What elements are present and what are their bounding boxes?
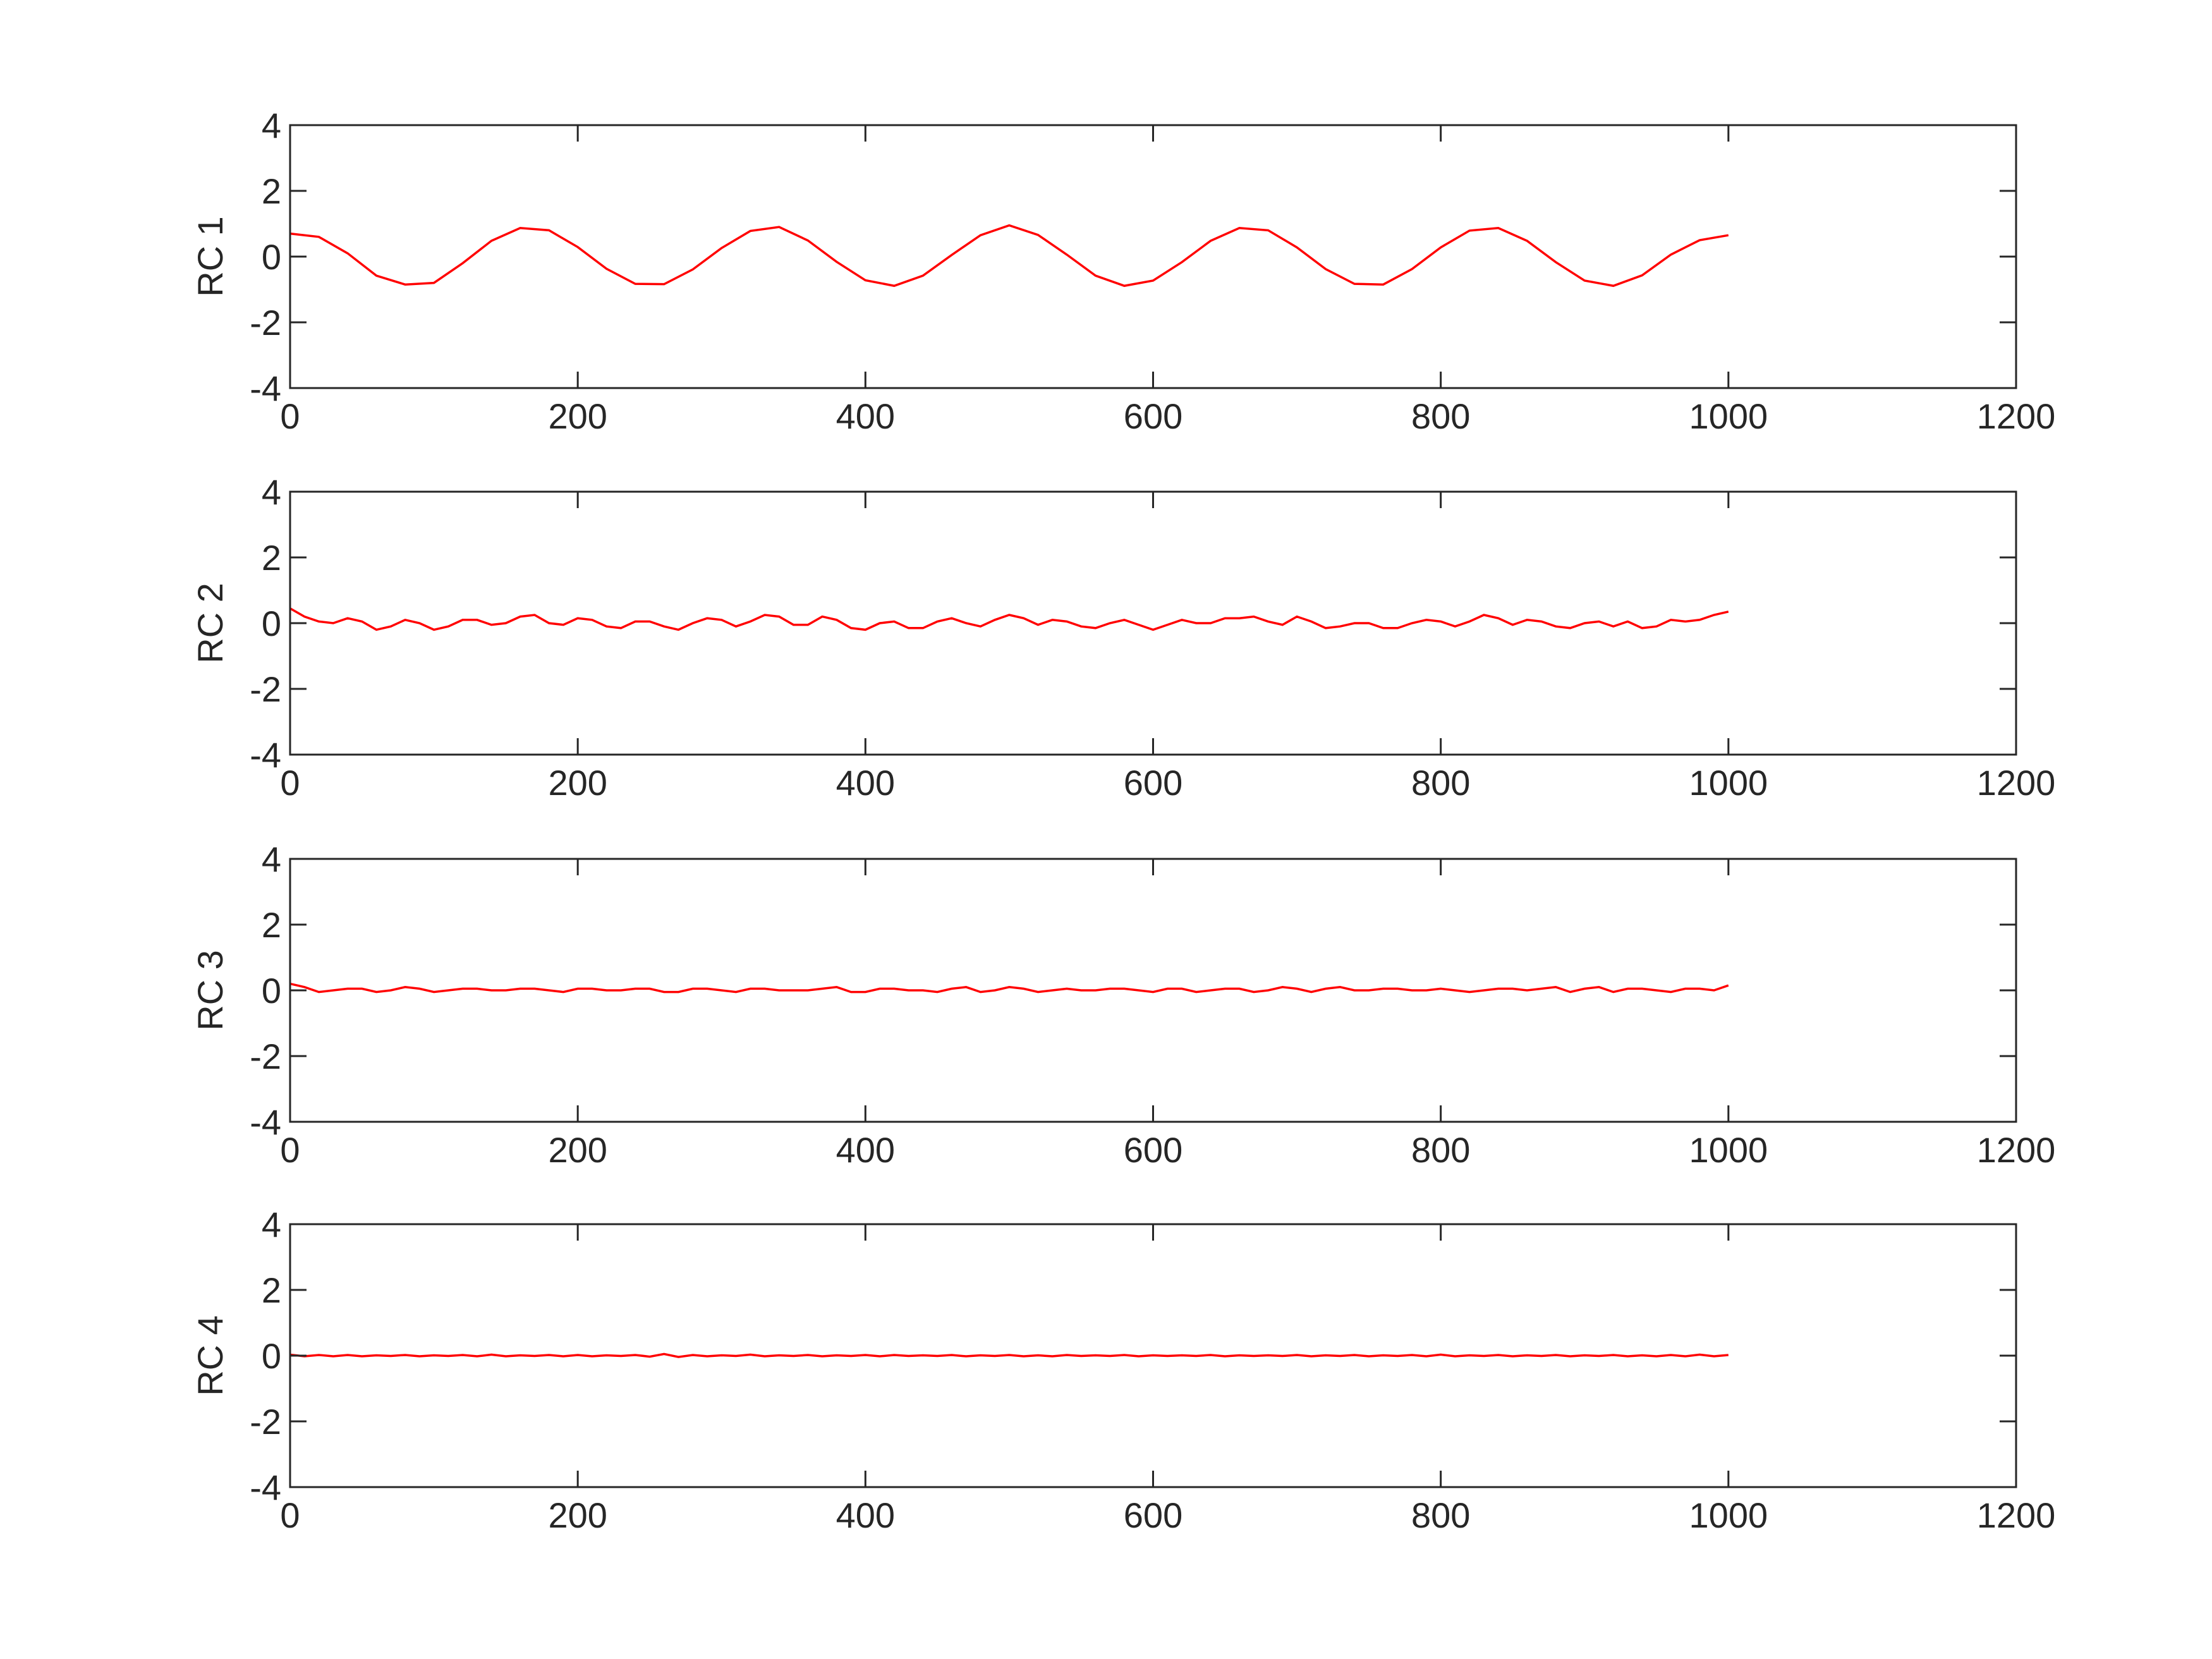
y-tick-label: 0 [262,971,281,1011]
x-tick-label: 0 [280,396,300,436]
subplot: 0 200 400 600 800 1000 1200 -4 -2 0 2 4 RC 4 [190,1205,2055,1535]
axes-box [289,124,2017,389]
x-tick-label: 600 [1124,1495,1182,1535]
x-tick-label: 400 [836,1130,895,1170]
y-tick-label: -2 [250,1036,281,1076]
subplot: 0 200 400 600 800 1000 1200 -4 -2 0 2 4 RC 2 [190,472,2055,803]
y-tick-label: 4 [262,839,281,879]
y-axis-label: RC 1 [190,216,230,297]
x-tick-label: 1000 [1689,1495,1768,1535]
x-tick-label: 1000 [1689,763,1768,803]
y-axis-label: RC 4 [190,1315,230,1396]
x-tick-label: 800 [1411,1495,1470,1535]
x-tick-label: 400 [836,1495,895,1535]
y-tick-label: 2 [262,538,281,578]
data-line [289,607,1729,631]
x-tick-label: 800 [1411,763,1470,803]
y-tick-label: 4 [262,472,281,512]
y-tick-label: 0 [262,237,281,277]
x-tick-label: 400 [836,763,895,803]
x-tick-label: 200 [548,396,607,436]
x-tick-label: 800 [1411,1130,1470,1170]
y-tick-label: -4 [250,1468,281,1507]
y-tick-label: 4 [262,106,281,145]
x-tick-label: 600 [1124,1130,1182,1170]
y-tick-label: 2 [262,905,281,945]
y-axis-label: RC 3 [190,950,230,1031]
x-tick-label: 1000 [1689,1130,1768,1170]
data-line [289,224,1729,288]
x-tick-label: 400 [836,396,895,436]
y-tick-label: 2 [262,171,281,211]
data-line [289,982,1729,994]
data-line [289,1352,1729,1358]
x-tick-label: 0 [280,1495,300,1535]
y-axis-label: RC 2 [190,583,230,664]
y-tick-label: -4 [250,368,281,408]
subplot: 0 200 400 600 800 1000 1200 -4 -2 0 2 4 RC 3 [190,839,2055,1170]
y-tick-label: 0 [262,1336,281,1376]
x-tick-label: 1200 [1977,1130,2056,1170]
x-tick-label: 1200 [1977,396,2056,436]
x-tick-label: 200 [548,1495,607,1535]
y-tick-label: -4 [250,735,281,775]
y-tick-label: 0 [262,604,281,643]
y-tick-label: -4 [250,1102,281,1142]
y-tick-label: 4 [262,1205,281,1244]
subplot: 0 200 400 600 800 1000 1200 -4 -2 0 2 4 RC 1 [190,106,2055,436]
x-tick-label: 0 [280,763,300,803]
x-tick-label: 1200 [1977,1495,2056,1535]
x-tick-label: 600 [1124,763,1182,803]
y-tick-label: -2 [250,303,281,343]
x-tick-label: 800 [1411,396,1470,436]
x-tick-label: 200 [548,763,607,803]
x-tick-label: 1000 [1689,396,1768,436]
y-tick-label: -2 [250,669,281,709]
x-tick-label: 200 [548,1130,607,1170]
x-tick-label: 1200 [1977,763,2056,803]
y-tick-label: -2 [250,1402,281,1442]
y-tick-label: 2 [262,1270,281,1310]
x-tick-label: 600 [1124,396,1182,436]
x-tick-label: 0 [280,1130,300,1170]
